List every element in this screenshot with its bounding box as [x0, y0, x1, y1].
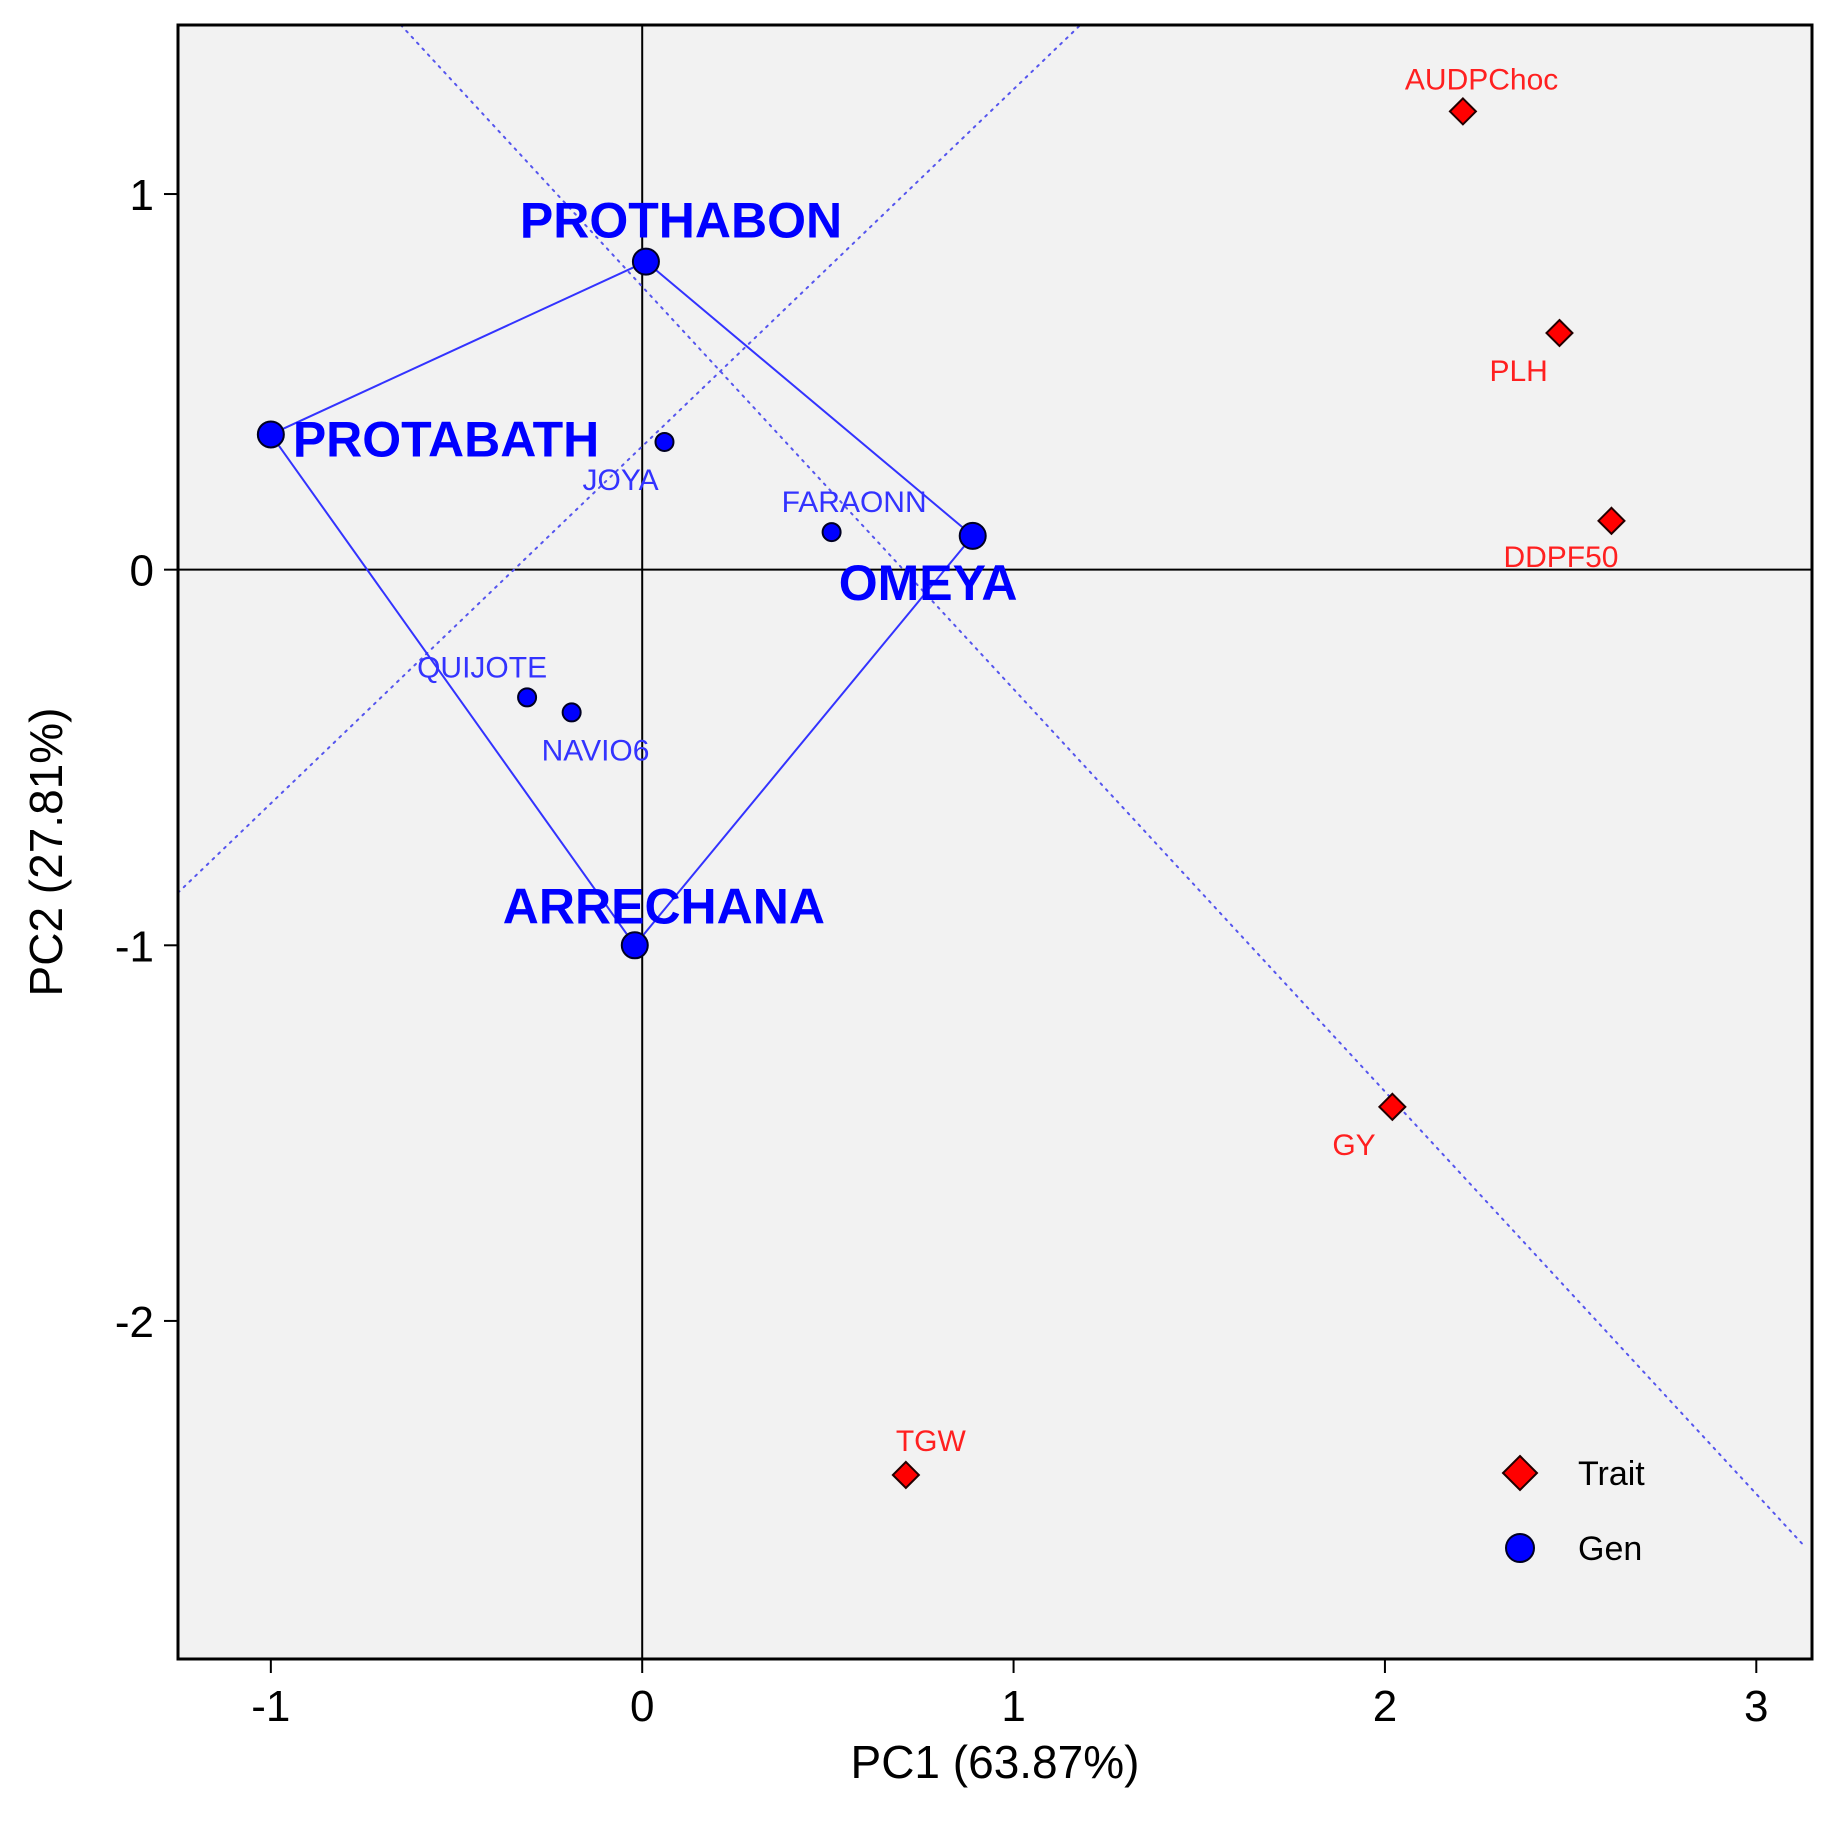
genotype-label-prothabon: PROTHABON: [520, 193, 842, 249]
x-tick-label: 1: [1001, 1682, 1025, 1731]
genotype-label-joya: JOYA: [582, 464, 658, 497]
genotype-label-faraonn: FARAONN: [782, 486, 927, 519]
point-labels: PROTHABON PROTABATH OMEYA ARRECHANA JOYA FARA…: [293, 63, 1619, 1458]
genotype-point-prothabon: [631, 247, 660, 276]
genotype-label-omeya: OMEYA: [839, 555, 1018, 611]
trait-label-audpchoc: AUDPChoc: [1405, 63, 1558, 96]
sector-line-2: [177, 24, 1082, 894]
genotype-point-joya: [654, 431, 675, 452]
genotype-point-arrechana: [620, 931, 649, 960]
genotype-label-protabath: PROTABATH: [293, 411, 599, 467]
trait-point-plh: [1545, 318, 1574, 348]
y-axis-title: PC2 (27.81%): [20, 708, 72, 997]
genotype-point-navio6: [561, 702, 582, 723]
x-tick-label: -1: [251, 1682, 290, 1731]
genotype-label-quijote: QUIJOTE: [417, 651, 547, 684]
genotype-point-omeya: [958, 521, 987, 550]
x-tick-label: 2: [1373, 1682, 1397, 1731]
genotype-label-navio6: NAVIO6: [542, 734, 650, 767]
trait-point-gy: [1377, 1092, 1407, 1122]
trait-point-audpchoc: [1448, 96, 1478, 126]
reference-lines: [178, 25, 1812, 1659]
trait-label-gy: GY: [1332, 1129, 1375, 1162]
legend-label-trait: Trait: [1578, 1455, 1645, 1493]
plot-frame: [176, 23, 1814, 1661]
trait-point-ddpf50: [1597, 506, 1626, 536]
legend-label-gen: Gen: [1578, 1530, 1642, 1568]
y-tick-label: 1: [130, 171, 154, 220]
y-tick-label: -2: [115, 1298, 154, 1347]
sector-lines: [177, 24, 1806, 1548]
y-tick-label: 0: [130, 547, 154, 596]
legend: Trait Gen: [1501, 1454, 1645, 1568]
genotype-point-faraonn: [821, 522, 842, 543]
y-tick-label: -1: [115, 922, 154, 971]
legend-marker-gen: [1505, 1533, 1535, 1563]
x-tick-label: 3: [1744, 1682, 1768, 1731]
y-axis: -2 -1 0 1: [115, 171, 178, 1347]
trait-point-tgw: [891, 1460, 921, 1490]
trait-label-ddpf50: DDPF50: [1503, 541, 1618, 574]
x-tick-label: 0: [630, 1682, 654, 1731]
legend-marker-trait: [1501, 1454, 1539, 1492]
sector-line-1: [399, 24, 1806, 1548]
genotype-point-protabath: [256, 420, 285, 449]
plot-background: [178, 25, 1812, 1659]
genotype-point-quijote: [517, 687, 538, 708]
trait-label-tgw: TGW: [896, 1425, 967, 1458]
points-group: [256, 96, 1626, 1490]
trait-label-plh: PLH: [1489, 355, 1547, 388]
x-axis-title: PC1 (63.87%): [851, 1736, 1140, 1788]
genotype-label-arrechana: ARRECHANA: [503, 878, 825, 934]
x-axis: -1 0 1 2 3: [251, 1659, 1769, 1731]
